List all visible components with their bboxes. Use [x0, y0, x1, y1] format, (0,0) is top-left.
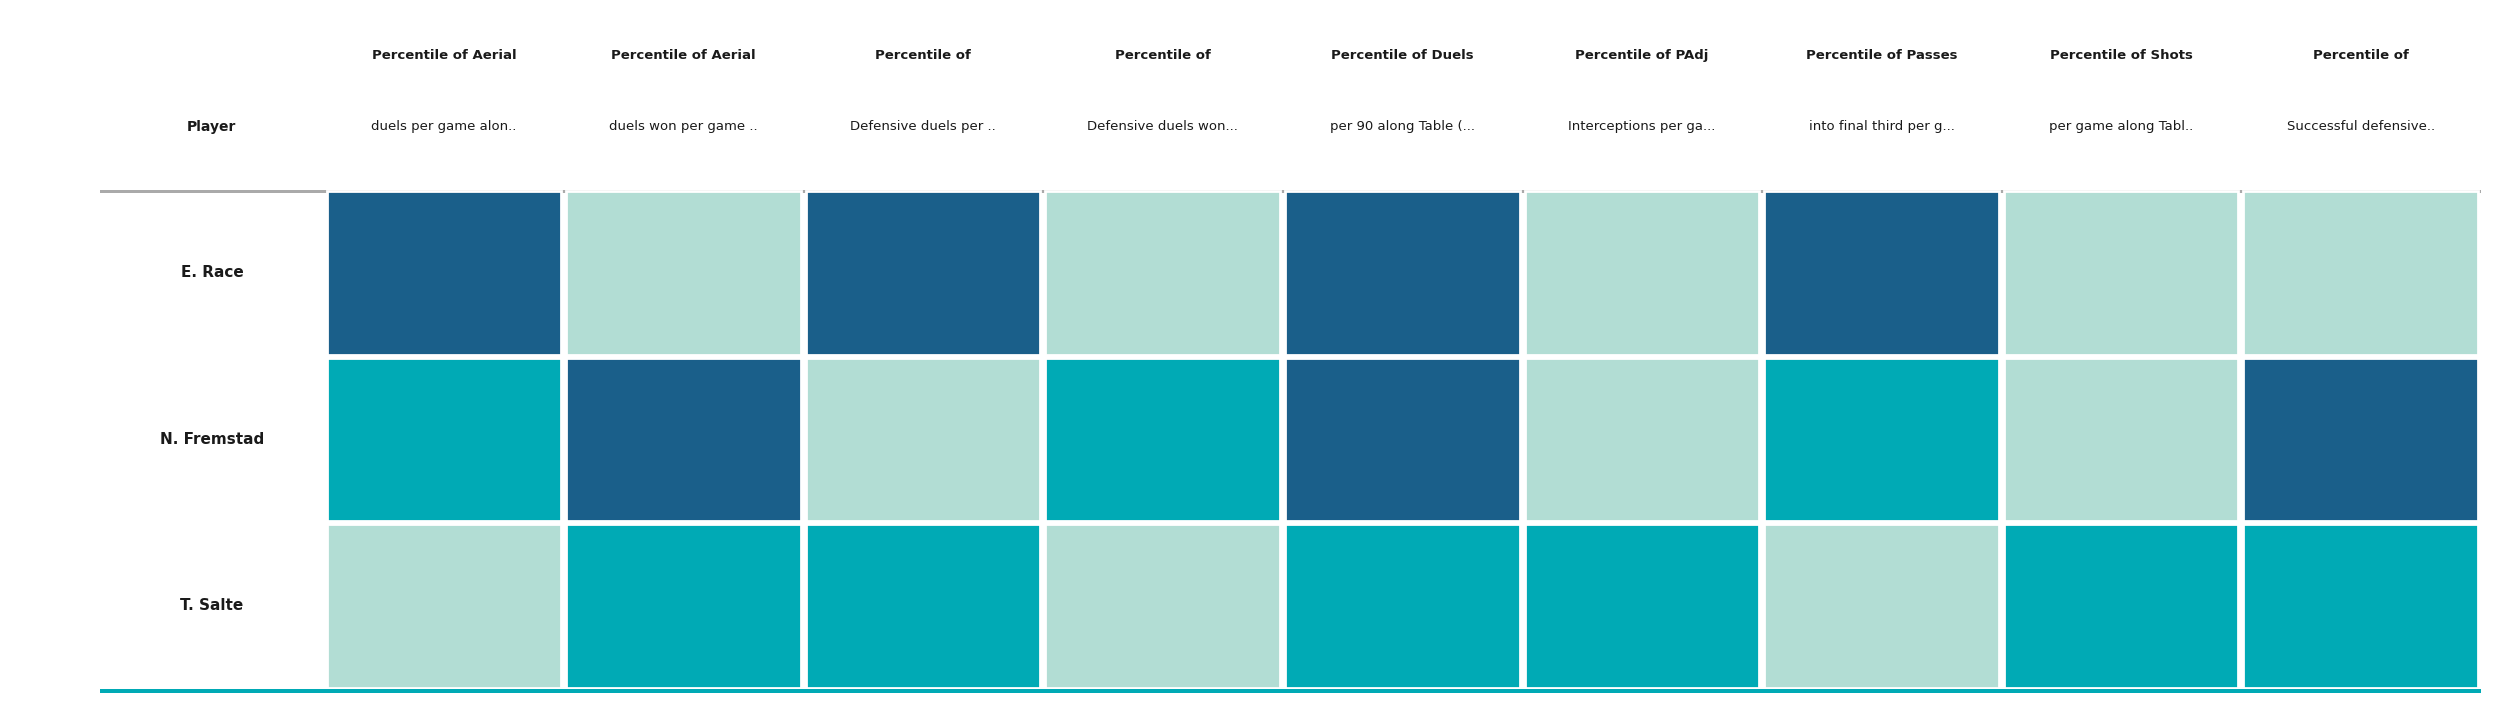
FancyBboxPatch shape [1045, 358, 1279, 521]
Text: Percentile of: Percentile of [2314, 49, 2408, 62]
Text: Percentile of Duels: Percentile of Duels [1331, 49, 1473, 62]
FancyBboxPatch shape [2244, 191, 2478, 355]
FancyBboxPatch shape [2244, 524, 2478, 688]
FancyBboxPatch shape [327, 524, 561, 688]
FancyBboxPatch shape [1526, 191, 1760, 355]
FancyBboxPatch shape [1284, 524, 1521, 688]
Text: Percentile of Aerial: Percentile of Aerial [611, 49, 755, 62]
FancyBboxPatch shape [1765, 358, 1999, 521]
FancyBboxPatch shape [1284, 358, 1521, 521]
FancyBboxPatch shape [566, 191, 800, 355]
FancyBboxPatch shape [100, 689, 2481, 693]
Text: Percentile of Passes: Percentile of Passes [1805, 49, 1957, 62]
Text: Percentile of Shots: Percentile of Shots [2049, 49, 2191, 62]
FancyBboxPatch shape [1526, 358, 1760, 521]
Text: E. Race: E. Race [179, 266, 244, 280]
FancyBboxPatch shape [566, 524, 800, 688]
Text: Player: Player [187, 120, 237, 134]
Text: duels won per game ..: duels won per game .. [608, 120, 758, 132]
FancyBboxPatch shape [2004, 191, 2239, 355]
Text: T. Salte: T. Salte [179, 598, 244, 613]
Text: Defensive duels per ..: Defensive duels per .. [850, 120, 997, 132]
Text: Percentile of PAdj: Percentile of PAdj [1576, 49, 1708, 62]
Text: Interceptions per ga...: Interceptions per ga... [1568, 120, 1715, 132]
FancyBboxPatch shape [1045, 191, 1279, 355]
Text: into final third per g...: into final third per g... [1807, 120, 1955, 132]
Text: Percentile of: Percentile of [875, 49, 972, 62]
Text: N. Fremstad: N. Fremstad [160, 432, 264, 447]
Text: per 90 along Table (...: per 90 along Table (... [1329, 120, 1476, 132]
Text: Successful defensive..: Successful defensive.. [2286, 120, 2436, 132]
FancyBboxPatch shape [1526, 524, 1760, 688]
FancyBboxPatch shape [2004, 358, 2239, 521]
FancyBboxPatch shape [327, 358, 561, 521]
Text: Defensive duels won...: Defensive duels won... [1087, 120, 1239, 132]
FancyBboxPatch shape [805, 524, 1040, 688]
FancyBboxPatch shape [1765, 191, 1999, 355]
FancyBboxPatch shape [2004, 524, 2239, 688]
FancyBboxPatch shape [805, 358, 1040, 521]
Text: Percentile of Aerial: Percentile of Aerial [371, 49, 516, 62]
FancyBboxPatch shape [100, 190, 2481, 193]
Text: duels per game alon..: duels per game alon.. [371, 120, 516, 132]
FancyBboxPatch shape [1045, 524, 1279, 688]
Text: Percentile of: Percentile of [1114, 49, 1212, 62]
Text: per game along Tabl..: per game along Tabl.. [2049, 120, 2194, 132]
FancyBboxPatch shape [327, 191, 561, 355]
FancyBboxPatch shape [566, 358, 800, 521]
FancyBboxPatch shape [1765, 524, 1999, 688]
FancyBboxPatch shape [2244, 358, 2478, 521]
FancyBboxPatch shape [805, 191, 1040, 355]
FancyBboxPatch shape [1284, 191, 1521, 355]
